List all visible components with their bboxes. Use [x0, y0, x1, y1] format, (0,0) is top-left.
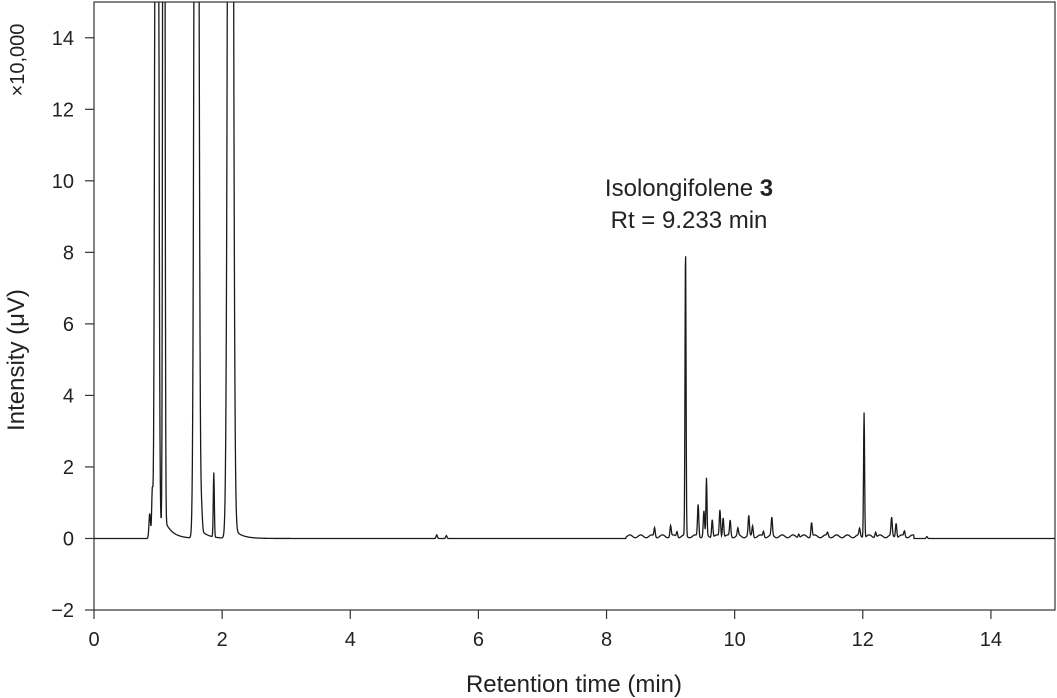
y-tick-label: 2 — [63, 457, 74, 479]
x-tick-label: 14 — [980, 629, 1002, 651]
y-tick-label: 6 — [63, 314, 74, 336]
plot-frame — [93, 1, 1056, 611]
peak-annotation-line2: Rt = 9.233 min — [611, 207, 768, 234]
peak-annotation-compound-number: 3 — [760, 175, 773, 202]
peak-annotation-compound: Isolongifolene — [605, 175, 753, 202]
x-tick-label: 2 — [217, 629, 228, 651]
x-axis-ticks: 0 2 4 6 8 10 12 14 — [88, 610, 1002, 651]
plot-area-border — [93, 1, 1056, 611]
x-tick-label: 10 — [724, 629, 746, 651]
y-tick-label: 0 — [63, 528, 74, 550]
y-tick-label: 14 — [52, 28, 74, 50]
y-axis-multiplier-label: ×10,000 — [7, 24, 29, 97]
y-axis-ticks: −2 0 2 4 6 8 10 12 14 — [51, 28, 94, 622]
x-axis-title: Retention time (min) — [466, 671, 682, 698]
y-tick-label: 8 — [63, 242, 74, 264]
x-tick-label: 6 — [473, 629, 484, 651]
y-axis-title: Intensity (μV) — [3, 289, 30, 431]
peak-annotation-line1: Isolongifolene 3 — [605, 175, 773, 202]
x-tick-label: 12 — [852, 629, 874, 651]
y-tick-label: 4 — [63, 385, 74, 407]
x-tick-label: 0 — [88, 629, 99, 651]
y-tick-label: 12 — [52, 99, 74, 121]
chromatogram-trace — [94, 2, 1055, 540]
y-tick-label: −2 — [51, 600, 74, 622]
x-tick-label: 4 — [345, 629, 356, 651]
x-tick-label: 8 — [601, 629, 612, 651]
y-tick-label: 10 — [52, 171, 74, 193]
